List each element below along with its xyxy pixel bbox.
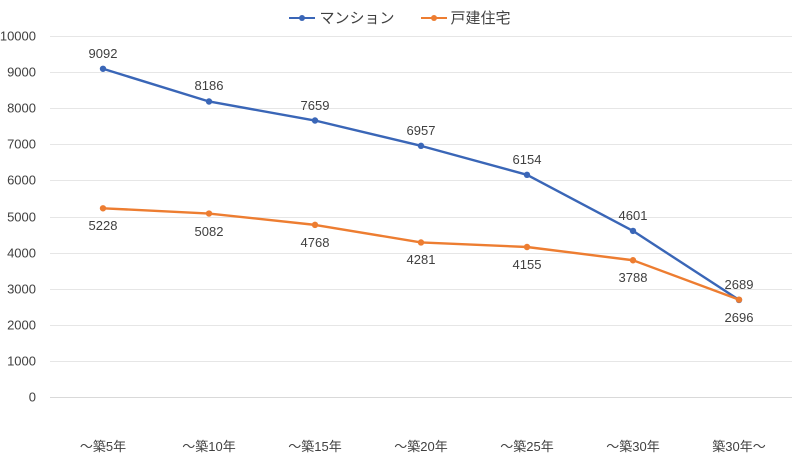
data-point-marker[interactable] [417,239,425,246]
y-axis-tick-label: 5000 [7,209,36,224]
data-point-label: 5228 [88,218,118,234]
data-point-label: 5082 [194,223,224,239]
legend-dot-marker [430,15,437,21]
data-point-label: 7659 [300,97,330,113]
x-axis-tick-label: 築30年～ [712,439,766,454]
y-axis-tick-label: 8000 [7,100,36,116]
legend-label-kodate: 戸建住宅 [450,9,511,27]
x-axis-tick-label: ～築10年 [182,439,236,454]
legend-item-kodate[interactable]: 戸建住宅 [420,9,511,27]
legend-line-marker-icon [420,12,447,24]
data-point-label: 4155 [512,257,542,272]
plot-area: 10000 9000 8000 7000 6000 5000 4000 3000 2000 100… [0,30,792,453]
data-point-marker[interactable] [523,243,531,251]
legend-item-mansion[interactable]: マンション [289,9,395,27]
data-point-label: 2696 [724,309,754,325]
legend-label-mansion: マンション [319,9,395,27]
y-axis-tick-label: 1000 [7,353,36,369]
data-point-marker[interactable] [205,210,213,217]
data-point-label: 8186 [194,78,224,94]
y-axis-tick-label: 10000 [0,28,36,44]
y-axis-tick-label: 0 [28,389,36,405]
data-point-marker[interactable] [311,221,319,229]
y-axis-tick-label: 6000 [7,172,36,188]
data-point-label: 3788 [618,270,648,286]
legend-dot-marker [299,15,306,21]
data-point-marker[interactable] [735,296,743,303]
gridline [50,72,792,74]
data-point-marker[interactable] [99,205,107,212]
data-point-marker[interactable] [629,257,637,264]
data-point-label: 4768 [300,234,330,250]
data-point-marker[interactable] [99,65,107,72]
gridline [50,36,792,37]
gridline [50,288,792,290]
gridline [50,108,792,110]
x-axis-tick-label: ～築5年 [79,439,127,454]
gridline [50,324,792,326]
series-lines [99,65,743,304]
line-chart: マンション 戸建住宅 10000 9000 8000 7000 6000 5000 4000… [0,4,800,453]
data-point-label: 6957 [406,122,436,138]
data-point-marker[interactable] [205,98,213,105]
y-axis-tick-label: 9000 [7,64,36,80]
y-axis-tick-label: 7000 [7,136,36,152]
x-axis-line [50,397,792,398]
gridline [50,216,792,218]
x-axis-tick-label: ～築25年 [500,439,554,454]
x-axis-tick-label: ～築15年 [288,439,342,454]
x-axis-tick-label: ～築20年 [394,439,448,454]
data-point-label: 6154 [512,151,542,167]
data-point-marker[interactable] [523,171,531,179]
y-axis-tick-label: 2000 [7,317,36,333]
chart-legend: マンション 戸建住宅 [0,4,800,32]
data-point-marker[interactable] [311,117,319,124]
y-axis-tick-label: 4000 [7,245,36,261]
data-point-label: 9092 [88,45,118,61]
y-axis-tick-label: 3000 [7,281,36,297]
data-point-marker[interactable] [629,227,637,235]
gridline [50,180,792,182]
data-point-marker[interactable] [417,142,425,150]
data-point-label: 4281 [406,252,436,268]
x-axis-tick-label: ～築30年 [606,439,660,454]
data-point-label: 4601 [618,207,648,223]
legend-line-marker-icon [289,12,316,24]
gridline [50,360,792,362]
data-point-label: 2689 [724,276,754,292]
gridline [50,252,792,254]
